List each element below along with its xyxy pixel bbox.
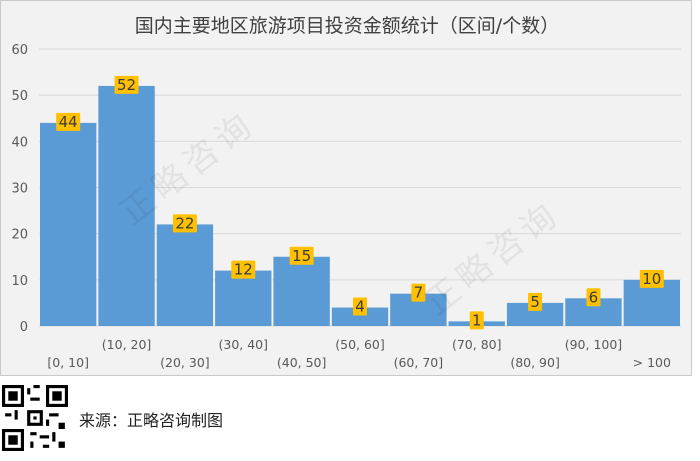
- data-label: 52: [117, 76, 136, 94]
- x-tick-label: [0, 10]: [47, 355, 89, 370]
- data-label-box: [586, 288, 601, 307]
- data-label-box: [231, 260, 256, 279]
- footer: 来源：正略咨询制图: [0, 380, 700, 461]
- y-tick-label: 40: [11, 135, 28, 150]
- data-label: 5: [530, 293, 540, 311]
- bar: [40, 122, 97, 326]
- y-tick-label: 0: [20, 320, 28, 335]
- data-label-box: [289, 246, 314, 265]
- x-tick-label: > 100: [633, 355, 671, 370]
- data-label: 4: [355, 298, 365, 316]
- data-label-box: [56, 112, 81, 131]
- data-label-box: [172, 214, 197, 233]
- data-label: 7: [414, 284, 424, 302]
- bar: [331, 307, 389, 326]
- y-tick-label: 50: [11, 89, 28, 104]
- data-label: 6: [589, 288, 599, 306]
- x-tick-label: (80, 90]: [510, 355, 560, 370]
- bar: [156, 224, 214, 326]
- data-label: 15: [292, 247, 311, 265]
- y-tick-label: 60: [11, 43, 28, 58]
- bar: [273, 256, 330, 326]
- data-label: 22: [175, 214, 194, 232]
- bar: [506, 302, 564, 326]
- data-label: 10: [642, 270, 661, 288]
- data-label: 1: [472, 311, 482, 329]
- bar: [98, 85, 155, 326]
- x-tick-label: (90, 100]: [565, 337, 622, 352]
- data-label: 12: [234, 261, 253, 279]
- data-label-box: [528, 292, 543, 311]
- x-tick-label: (60, 70]: [394, 355, 444, 370]
- data-label: 44: [59, 113, 78, 131]
- chart-title: 国内主要地区旅游项目投资金额统计（区间/个数）: [134, 15, 560, 37]
- x-tick-label: (40, 50]: [277, 355, 327, 370]
- x-tick-label: (70, 80]: [452, 337, 502, 352]
- y-tick-label: 30: [11, 182, 28, 197]
- x-tick-label: (50, 60]: [335, 337, 385, 352]
- data-label-box: [353, 297, 367, 316]
- qr-code-icon: [2, 385, 68, 451]
- data-label-box: [639, 269, 664, 288]
- data-label-box: [114, 75, 139, 94]
- x-tick-label: (20, 30]: [160, 355, 210, 370]
- data-label-box: [411, 283, 426, 302]
- y-tick-label: 20: [11, 228, 28, 243]
- source-note: 来源：正略咨询制图: [79, 411, 224, 430]
- bar: [215, 270, 272, 326]
- data-label-box: [469, 311, 484, 330]
- chart-frame: 国内主要地区旅游项目投资金额统计（区间/个数） 0 10 20 30 40 50 60 44 5…: [0, 0, 692, 376]
- x-tick-label: (10, 20]: [102, 337, 152, 352]
- y-tick-label: 10: [11, 274, 28, 289]
- x-tick-label: (30, 40]: [219, 337, 269, 352]
